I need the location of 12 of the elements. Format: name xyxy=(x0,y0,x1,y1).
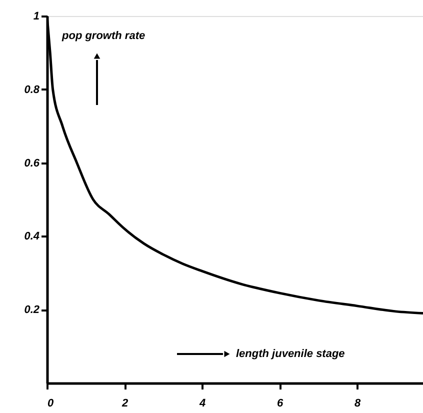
x-tick-label: 2 xyxy=(120,398,128,410)
y-tick-label: 1 xyxy=(33,10,40,22)
y-tick-label: 0.8 xyxy=(24,84,40,96)
y-tick-label: 0.2 xyxy=(24,304,40,316)
y-tick-label: 0.4 xyxy=(24,230,40,243)
x-tick-label: 4 xyxy=(198,398,206,410)
x-tick-label: 6 xyxy=(277,398,284,410)
x-tick-label: 8 xyxy=(354,398,362,410)
annotation: pop growth rate xyxy=(61,30,146,42)
y-tick-label: 0.6 xyxy=(24,157,40,170)
annotation: length juvenile stage xyxy=(236,348,345,360)
x-tick-label: 0 xyxy=(48,398,54,410)
